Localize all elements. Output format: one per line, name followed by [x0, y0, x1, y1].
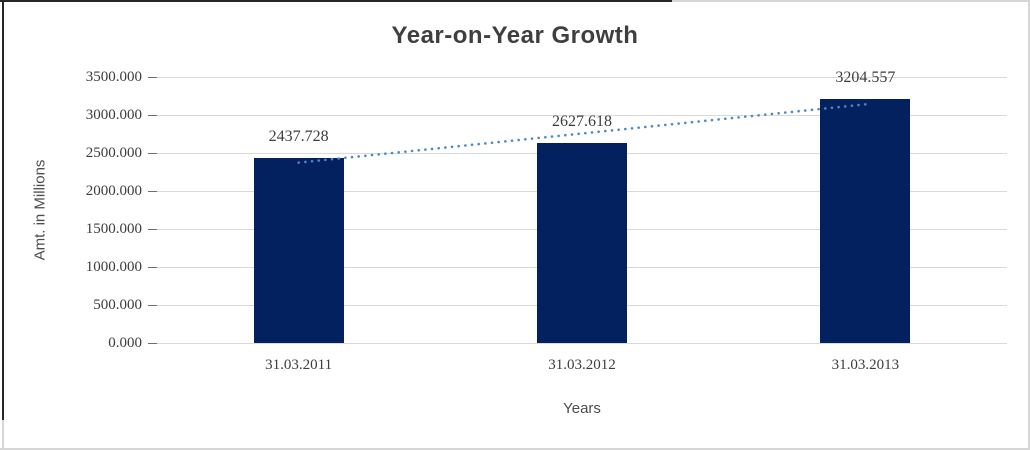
frame-border-top-light	[672, 0, 1030, 2]
bar	[537, 143, 627, 343]
y-axis-tick	[148, 266, 157, 268]
y-tick-label: 3500.000	[85, 69, 142, 85]
frame-border-bottom	[0, 448, 1030, 450]
y-axis-tick	[148, 152, 157, 154]
y-axis-tick	[148, 342, 157, 344]
frame-border-left-light	[2, 420, 4, 450]
bar	[253, 157, 344, 343]
x-tick-label: 31.03.2012	[548, 357, 616, 373]
x-axis-title: Years	[563, 400, 601, 417]
y-axis-tick	[148, 114, 157, 116]
bar-value-label: 3204.557	[835, 69, 896, 87]
x-tick-label: 31.03.2013	[831, 357, 900, 373]
y-tick-label: 1500.000	[85, 221, 142, 237]
bar-value-label: 2627.618	[552, 113, 612, 131]
y-axis-tick	[148, 76, 157, 78]
y-tick-label: 500.000	[93, 297, 142, 313]
gridline	[157, 114, 1007, 116]
y-tick-label: 3000.000	[85, 107, 142, 123]
plot-area: 0.000 500.000 1000.000 1500.000 2000.000 2500…	[86, 69, 1007, 373]
y-axis-tick	[148, 190, 157, 192]
chart-title: Year-on-Year Growth	[391, 22, 639, 49]
frame-border-left-dark	[2, 0, 4, 420]
x-tick-label: 31.03.2011	[265, 357, 333, 373]
y-axis-title: Amt. in Millions	[31, 159, 49, 261]
y-tick-label: 0.000	[108, 335, 142, 351]
y-tick-label: 1000.000	[85, 259, 142, 275]
y-tick-label: 2500.000	[85, 145, 142, 161]
gridline	[157, 76, 1007, 78]
bar-value-label: 2437.728	[268, 127, 329, 145]
frame-border-right	[1028, 0, 1030, 450]
y-axis-tick	[148, 228, 157, 230]
y-tick-label: 2000.000	[85, 183, 142, 199]
gridline	[157, 342, 1007, 344]
trendline	[297, 103, 867, 164]
bar	[820, 99, 911, 343]
y-axis-tick	[148, 304, 157, 306]
frame-border-top-dark	[0, 0, 672, 2]
